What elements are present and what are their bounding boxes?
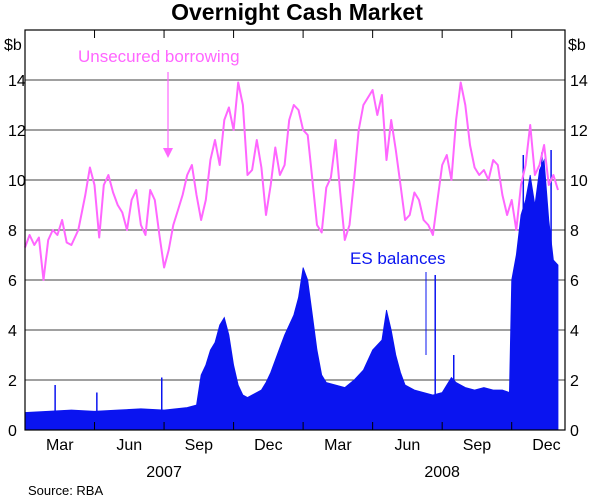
x-axis: Mar Jun Sep Dec Mar Jun Sep Dec 2007 2008 [46,30,561,481]
x-year-label-1: 2008 [424,464,460,481]
y-tick-left-4: 8 [8,223,17,240]
x-year-label-0: 2007 [146,464,182,481]
x-tick-label-7: Dec [532,437,560,454]
x-tick-label-0: Mar [46,437,74,454]
y-tick-right-7: 14 [570,73,588,90]
es-balances-label: ES balances [350,249,445,268]
y-unit-left: $b [4,37,22,54]
x-tick-label-1: Jun [116,437,142,454]
y-tick-right-6: 12 [570,123,588,140]
y-tick-right-3: 6 [570,273,579,290]
chart-title: Overnight Cash Market [171,0,423,25]
y-tick-right-2: 4 [570,323,579,340]
y-tick-left-0: 0 [8,423,17,440]
y-tick-right-5: 10 [570,173,588,190]
y-tick-left-3: 6 [8,273,17,290]
y-unit-right: $b [568,37,586,54]
x-tick-label-2: Sep [185,437,214,454]
source-note: Source: RBA [28,483,103,498]
y-tick-right-1: 2 [570,373,579,390]
es-balances-area [24,158,559,431]
y-tick-right-4: 8 [570,223,579,240]
unsecured-borrowing-label: Unsecured borrowing [78,47,240,66]
y-tick-left-7: 14 [8,73,26,90]
unsecured-borrowing-line [24,81,559,281]
unsecured-borrowing-series [24,81,559,281]
unsecured-arrow-head [163,148,173,158]
x-tick-label-3: Dec [254,437,282,454]
x-tick-label-4: Mar [324,437,352,454]
gridlines [25,79,565,381]
y-tick-left-5: 10 [8,173,26,190]
plot-frame [24,29,566,431]
x-tick-label-6: Sep [463,437,492,454]
x-tick-label-5: Jun [395,437,421,454]
y-tick-labels: 0 0 2 2 4 4 6 6 8 8 10 10 12 12 14 14 [8,73,588,440]
y-tick-left-1: 2 [8,373,17,390]
y-tick-right-0: 0 [570,423,579,440]
es-balances-series [24,150,559,431]
y-tick-left-6: 12 [8,123,26,140]
y-tick-left-2: 4 [8,323,17,340]
